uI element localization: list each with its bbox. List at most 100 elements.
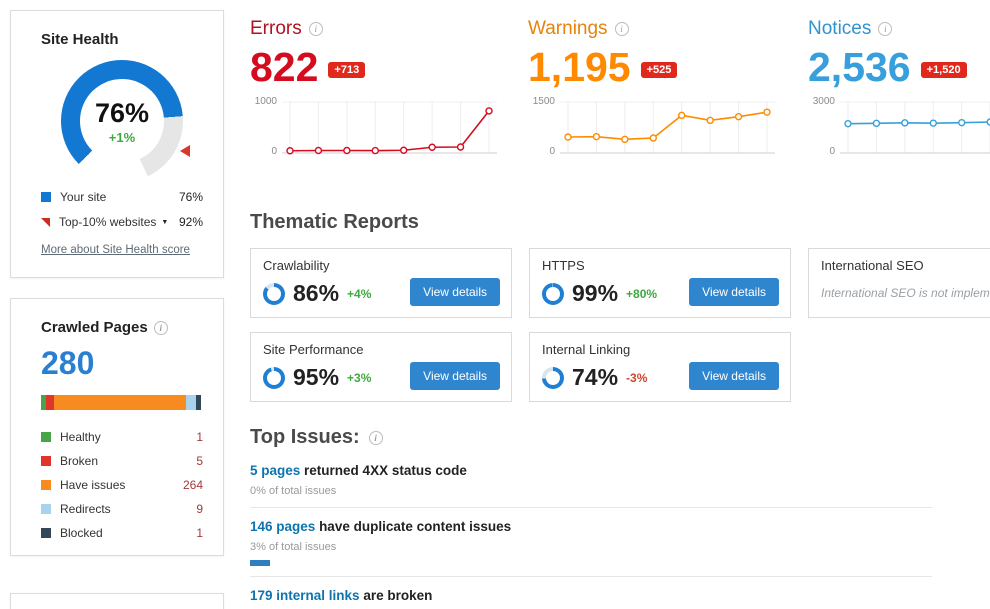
site-performance-card: Site Performance 95% +3% View details [250, 332, 512, 402]
site-performance-delta: +3% [347, 370, 372, 385]
international-seo-card: International SEO International SEO is n… [808, 248, 990, 318]
issue-link-4xx[interactable]: 5 pages [250, 463, 301, 478]
broken-label: Broken [60, 454, 99, 468]
info-icon[interactable]: i [308, 22, 323, 36]
healthy-count[interactable]: 1 [196, 430, 203, 444]
your-site-swatch-icon [41, 192, 51, 202]
issue-bar-duplicate-content [250, 560, 932, 566]
issue-share-duplicate-content: 3% of total issues [250, 541, 337, 553]
errors-delta-badge: +713 [328, 61, 366, 78]
crawled-pages-title: Crawled Pages i [41, 319, 203, 336]
crawled-segment-blocked [195, 395, 201, 410]
crawlability-delta: +4% [347, 286, 372, 301]
redirects-swatch-icon [41, 504, 51, 514]
site-health-delta: +1% [108, 129, 136, 145]
gauge-benchmark-marker-icon [180, 145, 190, 158]
notices-axis-min: 0 [829, 146, 835, 157]
issue-rest-duplicate-content: have duplicate content issues [319, 519, 512, 534]
warnings-value: 1,195 [528, 44, 631, 90]
info-icon[interactable]: i [878, 22, 893, 36]
have-issues-count[interactable]: 264 [182, 478, 203, 492]
gauge-hole [80, 79, 164, 163]
top10-marker-icon [41, 217, 50, 227]
legend-healthy: Healthy 1 [41, 430, 203, 444]
notices-y-axis: 3000 0 [808, 96, 840, 158]
notices-delta-badge: +1,520 [920, 61, 967, 78]
errors-sparkline [282, 98, 497, 158]
top-issues-list: 5 pages returned 4XX status code 0% of t… [250, 452, 932, 609]
issue-row-broken-links: 179 internal links are broken 4% of tota… [250, 577, 932, 609]
legend-redirects: Redirects 9 [41, 502, 203, 516]
issue-text: 5 pages returned 4XX status code [250, 463, 932, 478]
broken-count[interactable]: 5 [196, 454, 203, 468]
notices-axis-max: 3000 [812, 96, 835, 107]
issue-link-broken-links[interactable]: 179 internal links [250, 588, 360, 603]
top-issues-title: Top Issues: i [250, 426, 383, 449]
legend-your-site: Your site 76% [41, 190, 203, 204]
crawlability-value: 86% [293, 280, 340, 306]
info-icon[interactable]: i [614, 22, 629, 36]
https-card: HTTPS 99% +80% View details [529, 248, 791, 318]
broken-swatch-icon [41, 456, 51, 466]
issue-share-4xx: 0% of total issues [250, 485, 337, 497]
crawled-pages-legend: Healthy 1 Broken 5 Have issues 264 Redir… [41, 430, 203, 540]
warnings-axis-min: 0 [549, 146, 555, 157]
top10-label: Top-10% websites [59, 215, 157, 229]
info-icon[interactable]: i [153, 320, 168, 335]
top-issues-title-text: Top Issues: [250, 426, 360, 448]
crawled-pages-title-text: Crawled Pages [41, 319, 148, 336]
issue-text: 146 pages have duplicate content issues [250, 519, 932, 534]
next-sidebar-card [10, 593, 224, 609]
warnings-y-axis: 1500 0 [528, 96, 560, 158]
internal-linking-title: Internal Linking [542, 342, 631, 357]
info-icon[interactable]: i [368, 430, 383, 445]
internal-linking-card: Internal Linking 74% -3% View details [529, 332, 791, 402]
site-health-legend: Your site 76% Top-10% websites ▼ 92% [41, 190, 203, 229]
errors-metric: Errors i 822 +713 1000 0 [250, 18, 530, 158]
crawled-pages-card: Crawled Pages i 280 Healthy 1 Broken 5 H… [10, 298, 224, 556]
your-site-label: Your site [60, 190, 107, 204]
view-details-button[interactable]: View details [410, 278, 500, 306]
errors-title: Errors [250, 18, 302, 39]
chevron-down-icon: ▼ [161, 218, 169, 226]
healthy-swatch-icon [41, 432, 51, 442]
issue-row-duplicate-content: 146 pages have duplicate content issues … [250, 508, 932, 577]
issue-link-duplicate-content[interactable]: 146 pages [250, 519, 316, 534]
site-health-gauge: 76% +1% [61, 60, 190, 182]
crawled-segment-healthy [41, 395, 47, 410]
view-details-button[interactable]: View details [410, 362, 500, 390]
issue-rest-broken-links: are broken [363, 588, 433, 603]
issue-row-4xx: 5 pages returned 4XX status code 0% of t… [250, 452, 932, 508]
crawlability-title: Crawlability [263, 258, 330, 273]
errors-y-axis: 1000 0 [250, 96, 282, 158]
blocked-count[interactable]: 1 [196, 526, 203, 540]
site-health-more-link[interactable]: More about Site Health score [41, 244, 190, 256]
blocked-swatch-icon [41, 528, 51, 538]
blocked-label: Blocked [60, 526, 103, 540]
crawled-segment-have-issues [53, 395, 187, 410]
site-health-title: Site Health [41, 31, 119, 48]
international-seo-note: International SEO is not implemented [821, 286, 990, 300]
issue-rest-4xx: returned 4XX status code [304, 463, 467, 478]
warnings-metric: Warnings i 1,195 +525 1500 0 [528, 18, 808, 158]
redirects-count[interactable]: 9 [196, 502, 203, 516]
warnings-axis-max: 1500 [532, 96, 555, 107]
view-details-button[interactable]: View details [689, 278, 779, 306]
issue-text: 179 internal links are broken [250, 588, 932, 603]
https-value: 99% [572, 280, 619, 306]
errors-axis-min: 0 [271, 146, 277, 157]
thematic-reports-title: Thematic Reports [250, 211, 419, 234]
crawled-pages-stacked-bar [41, 395, 201, 410]
site-health-card: Site Health 76% +1% Your site 76% Top-10… [10, 10, 224, 278]
crawled-segment-redirects [186, 395, 196, 410]
have-issues-label: Have issues [60, 478, 126, 492]
internal-linking-ring-icon [542, 366, 564, 389]
legend-top10-websites[interactable]: Top-10% websites ▼ 92% [41, 215, 203, 229]
healthy-label: Healthy [60, 430, 101, 444]
view-details-button[interactable]: View details [689, 362, 779, 390]
legend-blocked: Blocked 1 [41, 526, 203, 540]
warnings-title: Warnings [528, 18, 608, 39]
crawlability-ring-icon [263, 282, 285, 305]
site-health-value: 76% [94, 97, 150, 128]
